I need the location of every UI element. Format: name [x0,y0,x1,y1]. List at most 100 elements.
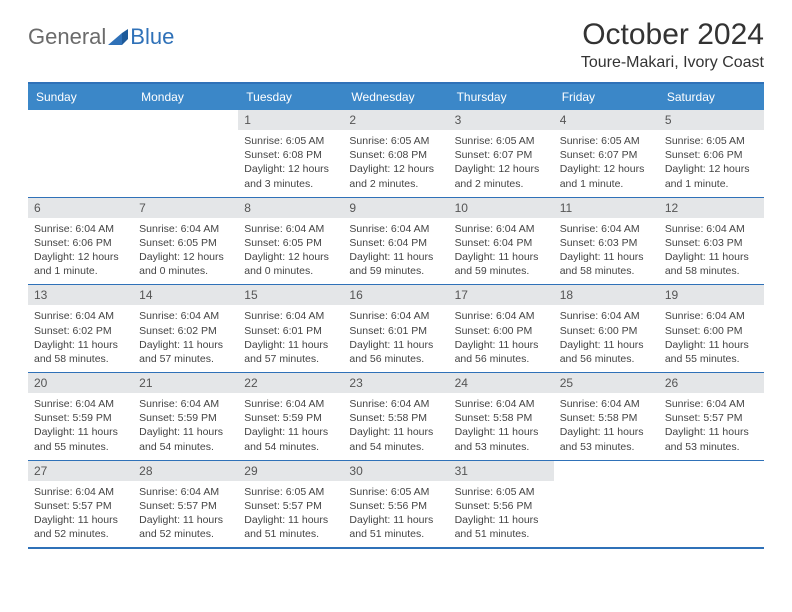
day-number [133,110,238,130]
day-body: Sunrise: 6:05 AMSunset: 6:06 PMDaylight:… [659,130,764,197]
day-cell-empty [554,461,659,548]
day-number: 2 [343,110,448,130]
day-cell: 15Sunrise: 6:04 AMSunset: 6:01 PMDayligh… [238,285,343,372]
sunset-text: Sunset: 5:58 PM [455,411,548,425]
sunrise-text: Sunrise: 6:04 AM [560,222,653,236]
sunset-text: Sunset: 6:08 PM [244,148,337,162]
day-cell: 2Sunrise: 6:05 AMSunset: 6:08 PMDaylight… [343,110,448,197]
sunrise-text: Sunrise: 6:04 AM [455,309,548,323]
sunrise-text: Sunrise: 6:04 AM [349,309,442,323]
day-number: 29 [238,461,343,481]
sunset-text: Sunset: 6:02 PM [139,324,232,338]
day-body: Sunrise: 6:04 AMSunset: 5:58 PMDaylight:… [343,393,448,460]
sunrise-text: Sunrise: 6:04 AM [560,397,653,411]
daylight-text: Daylight: 12 hours and 2 minutes. [349,162,442,190]
daylight-text: Daylight: 12 hours and 1 minute. [665,162,758,190]
sunrise-text: Sunrise: 6:04 AM [139,309,232,323]
day-number [28,110,133,130]
week-row: 20Sunrise: 6:04 AMSunset: 5:59 PMDayligh… [28,372,764,460]
daylight-text: Daylight: 11 hours and 56 minutes. [560,338,653,366]
sunset-text: Sunset: 5:59 PM [139,411,232,425]
day-body: Sunrise: 6:05 AMSunset: 5:56 PMDaylight:… [449,481,554,548]
day-body: Sunrise: 6:05 AMSunset: 6:08 PMDaylight:… [343,130,448,197]
day-cell: 22Sunrise: 6:04 AMSunset: 5:59 PMDayligh… [238,373,343,460]
day-cell: 23Sunrise: 6:04 AMSunset: 5:58 PMDayligh… [343,373,448,460]
day-body: Sunrise: 6:04 AMSunset: 6:01 PMDaylight:… [343,305,448,372]
sunrise-text: Sunrise: 6:05 AM [349,485,442,499]
day-number [659,461,764,481]
day-cell: 24Sunrise: 6:04 AMSunset: 5:58 PMDayligh… [449,373,554,460]
day-cell: 31Sunrise: 6:05 AMSunset: 5:56 PMDayligh… [449,461,554,548]
sunset-text: Sunset: 5:56 PM [349,499,442,513]
sunset-text: Sunset: 5:58 PM [560,411,653,425]
sunset-text: Sunset: 6:05 PM [139,236,232,250]
daylight-text: Daylight: 11 hours and 55 minutes. [34,425,127,453]
daylight-text: Daylight: 11 hours and 58 minutes. [560,250,653,278]
daylight-text: Daylight: 12 hours and 0 minutes. [244,250,337,278]
sunrise-text: Sunrise: 6:04 AM [34,485,127,499]
weekday-label: Monday [133,84,238,110]
header: General Blue October 2024 Toure-Makari, … [28,18,764,72]
sunset-text: Sunset: 5:57 PM [34,499,127,513]
logo-mark-icon [108,29,128,45]
sunset-text: Sunset: 6:05 PM [244,236,337,250]
location-label: Toure-Makari, Ivory Coast [581,54,764,72]
sunset-text: Sunset: 5:57 PM [665,411,758,425]
day-body: Sunrise: 6:05 AMSunset: 5:57 PMDaylight:… [238,481,343,548]
sunrise-text: Sunrise: 6:04 AM [244,222,337,236]
day-body: Sunrise: 6:04 AMSunset: 6:03 PMDaylight:… [659,218,764,285]
sunset-text: Sunset: 5:56 PM [455,499,548,513]
week-row: 1Sunrise: 6:05 AMSunset: 6:08 PMDaylight… [28,110,764,197]
day-number: 9 [343,198,448,218]
daylight-text: Daylight: 11 hours and 52 minutes. [34,513,127,541]
sunset-text: Sunset: 5:59 PM [244,411,337,425]
day-body: Sunrise: 6:05 AMSunset: 6:08 PMDaylight:… [238,130,343,197]
sunset-text: Sunset: 6:01 PM [244,324,337,338]
day-number: 5 [659,110,764,130]
week-row: 6Sunrise: 6:04 AMSunset: 6:06 PMDaylight… [28,197,764,285]
sunset-text: Sunset: 5:58 PM [349,411,442,425]
day-body: Sunrise: 6:04 AMSunset: 5:57 PMDaylight:… [133,481,238,548]
daylight-text: Daylight: 11 hours and 59 minutes. [349,250,442,278]
day-cell: 9Sunrise: 6:04 AMSunset: 6:04 PMDaylight… [343,198,448,285]
day-body: Sunrise: 6:04 AMSunset: 6:04 PMDaylight:… [343,218,448,285]
weekday-header: SundayMondayTuesdayWednesdayThursdayFrid… [28,84,764,110]
sunrise-text: Sunrise: 6:04 AM [34,222,127,236]
day-cell: 12Sunrise: 6:04 AMSunset: 6:03 PMDayligh… [659,198,764,285]
logo-text-blue: Blue [130,24,174,50]
day-cell: 3Sunrise: 6:05 AMSunset: 6:07 PMDaylight… [449,110,554,197]
sunrise-text: Sunrise: 6:04 AM [139,397,232,411]
sunset-text: Sunset: 6:00 PM [560,324,653,338]
day-number: 8 [238,198,343,218]
daylight-text: Daylight: 11 hours and 58 minutes. [34,338,127,366]
sunrise-text: Sunrise: 6:04 AM [560,309,653,323]
day-body: Sunrise: 6:04 AMSunset: 6:06 PMDaylight:… [28,218,133,285]
day-cell: 25Sunrise: 6:04 AMSunset: 5:58 PMDayligh… [554,373,659,460]
day-body: Sunrise: 6:04 AMSunset: 6:04 PMDaylight:… [449,218,554,285]
sunrise-text: Sunrise: 6:04 AM [349,397,442,411]
sunrise-text: Sunrise: 6:04 AM [34,397,127,411]
daylight-text: Daylight: 11 hours and 55 minutes. [665,338,758,366]
weekday-label: Thursday [449,84,554,110]
week-row: 27Sunrise: 6:04 AMSunset: 5:57 PMDayligh… [28,460,764,548]
day-number: 22 [238,373,343,393]
day-body: Sunrise: 6:05 AMSunset: 5:56 PMDaylight:… [343,481,448,548]
daylight-text: Daylight: 11 hours and 54 minutes. [244,425,337,453]
day-cell: 30Sunrise: 6:05 AMSunset: 5:56 PMDayligh… [343,461,448,548]
day-body: Sunrise: 6:04 AMSunset: 5:59 PMDaylight:… [28,393,133,460]
day-cell: 19Sunrise: 6:04 AMSunset: 6:00 PMDayligh… [659,285,764,372]
logo: General Blue [28,18,174,50]
day-body: Sunrise: 6:05 AMSunset: 6:07 PMDaylight:… [554,130,659,197]
page-title: October 2024 [581,18,764,52]
day-number: 23 [343,373,448,393]
sunrise-text: Sunrise: 6:04 AM [665,222,758,236]
sunrise-text: Sunrise: 6:05 AM [455,134,548,148]
day-body: Sunrise: 6:04 AMSunset: 6:00 PMDaylight:… [659,305,764,372]
day-body: Sunrise: 6:04 AMSunset: 6:03 PMDaylight:… [554,218,659,285]
daylight-text: Daylight: 11 hours and 56 minutes. [455,338,548,366]
weekday-label: Friday [554,84,659,110]
day-number: 20 [28,373,133,393]
day-body: Sunrise: 6:04 AMSunset: 6:02 PMDaylight:… [28,305,133,372]
day-number: 18 [554,285,659,305]
day-body: Sunrise: 6:04 AMSunset: 6:05 PMDaylight:… [238,218,343,285]
